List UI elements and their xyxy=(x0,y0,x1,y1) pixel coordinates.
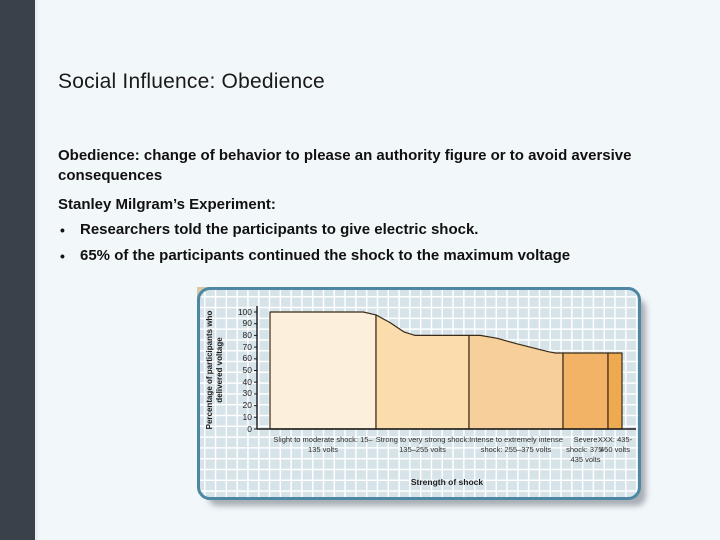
segment-label: Slight to moderate shock: 15–135 volts xyxy=(273,435,373,454)
y-tick-label: 80 xyxy=(242,329,252,340)
y-tick-label: 10 xyxy=(242,411,252,422)
bullet-text: 65% of the participants continued the sh… xyxy=(80,247,571,264)
chart-svg xyxy=(254,306,636,430)
chart-segment xyxy=(607,352,623,430)
y-tick-label: 70 xyxy=(242,341,252,352)
bullet-icon: • xyxy=(60,222,65,238)
segment-label: XXX: 435-450 volts xyxy=(597,435,633,454)
sidebar-edge-divider xyxy=(35,0,38,540)
segment-label: Intense to extremely intense shock: 255–… xyxy=(469,435,563,454)
slide-title: Social Influence: Obedience xyxy=(58,70,325,93)
y-tick-label: 0 xyxy=(247,423,252,434)
chart-segment xyxy=(562,352,609,430)
chart-panel: 100 90 80 70 60 50 40 30 20 10 0 Slight to moderat… xyxy=(197,287,641,500)
y-tick-label: 50 xyxy=(242,365,252,375)
bullet-icon: • xyxy=(60,248,65,264)
bullet-text: Researchers told the participants to giv… xyxy=(80,221,479,238)
y-tick-label: 40 xyxy=(242,376,252,387)
milgram-results-figure: 100 90 80 70 60 50 40 30 20 10 0 Slight to moderat… xyxy=(197,287,641,500)
segment-label: Strong to very strong shock: 135–255 vol… xyxy=(375,435,470,454)
body-paragraph-experiment: Stanley Milgram’s Experiment: xyxy=(58,196,276,213)
y-axis-title: Percentage of participants who delivered… xyxy=(205,310,224,430)
sidebar-accent-bar xyxy=(0,0,35,540)
chart-segment xyxy=(269,311,377,430)
bullet-item: • Researchers told the participants to g… xyxy=(58,220,648,240)
y-tick-label: 30 xyxy=(242,388,252,399)
y-tick-label: 90 xyxy=(242,318,252,329)
chart-plot-area: 100 90 80 70 60 50 40 30 20 10 0 Slight to moderat… xyxy=(203,293,641,500)
chart-segment xyxy=(375,314,470,430)
y-tick-label: 60 xyxy=(242,353,252,364)
slide-body: Obedience: change of behavior to please … xyxy=(58,146,648,272)
y-tick-label: 20 xyxy=(242,400,252,411)
chart-segment xyxy=(468,334,564,430)
segment-label: Severe shock: 375-435 volts xyxy=(566,435,605,464)
y-tick-label: 100 xyxy=(237,306,252,317)
body-paragraph-definition: Obedience: change of behavior to please … xyxy=(58,147,632,184)
bullet-item: • 65% of the participants continued the … xyxy=(58,246,648,266)
x-axis-title: Strength of shock xyxy=(410,477,484,487)
